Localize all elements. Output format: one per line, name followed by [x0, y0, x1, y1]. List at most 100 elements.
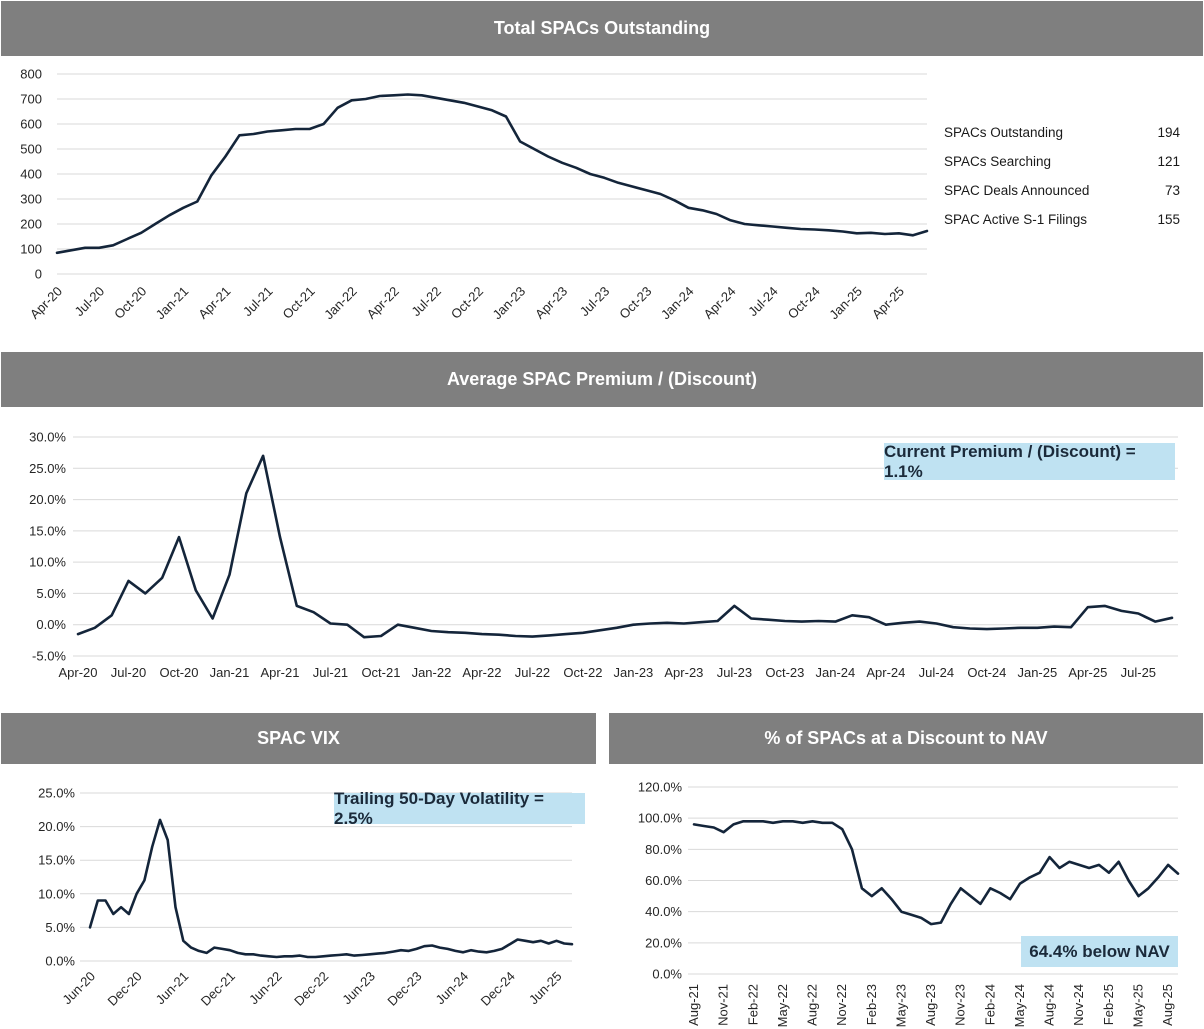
x-tick-label: Nov-24 [1071, 984, 1086, 1026]
y-tick-label: 20.0% [38, 819, 75, 834]
x-tick-label: Nov-23 [953, 984, 968, 1026]
y-tick-label: 40.0% [645, 904, 682, 919]
discount-plot: 0.0% 20.0% 40.0% 60.0% 80.0% 100.0% 120.0% Aug-… [638, 780, 1180, 1027]
x-tick-label: May-22 [775, 984, 790, 1027]
y-tick-label: 100.0% [638, 811, 683, 826]
stat-label: SPACs Searching [944, 154, 1052, 169]
y-tick-label: 25.0% [38, 786, 75, 801]
x-tick-label: Aug-22 [805, 984, 820, 1026]
premium-callout: Current Premium / (Discount) = 1.1% [884, 441, 1175, 481]
x-tick-label: Oct-21 [280, 284, 318, 322]
x-tick-label: Apr-23 [532, 284, 570, 322]
premium-title: Average SPAC Premium / (Discount) [446, 369, 758, 389]
y-tick-label: 0.0% [45, 954, 75, 969]
x-tick-label: Oct-24 [785, 284, 823, 322]
vix-title: SPAC VIX [257, 728, 340, 748]
x-tick-label: Jan-23 [614, 665, 654, 680]
x-tick-label: Jun-25 [526, 969, 565, 1008]
x-tick-label: Jan-21 [153, 284, 192, 323]
x-tick-label: Apr-25 [869, 284, 907, 322]
x-tick-label: Dec-23 [384, 969, 424, 1009]
y-tick-label: 200 [20, 217, 42, 232]
stat-row-deals: SPAC Deals Announced 73 [944, 176, 1180, 205]
x-tick-label: Jul-21 [240, 284, 276, 320]
vix-callout: Trailing 50-Day Volatility = 2.5% [334, 789, 585, 828]
y-tick-label: 0.0% [652, 967, 682, 982]
x-tick-label: Dec-21 [198, 969, 238, 1009]
discount-callout-text: 64.4% below NAV [1029, 941, 1170, 961]
x-tick-label: Oct-23 [765, 665, 804, 680]
x-tick-label: Jan-25 [1017, 665, 1057, 680]
x-tick-label: Jul-25 [1121, 665, 1156, 680]
y-tick-label: 600 [20, 117, 42, 132]
discount-callout: 64.4% below NAV [1021, 936, 1178, 967]
x-tick-label: Nov-22 [834, 984, 849, 1026]
x-tick-label: Oct-22 [563, 665, 602, 680]
outstanding-header: Total SPACs Outstanding [1, 1, 1203, 56]
x-tick-label: Aug-24 [1042, 984, 1057, 1026]
x-tick-label: Feb-24 [982, 984, 997, 1025]
stat-row-outstanding: SPACs Outstanding 194 [944, 118, 1180, 147]
x-tick-label: Feb-23 [864, 984, 879, 1025]
x-tick-label: Aug-21 [686, 984, 701, 1026]
y-tick-label: 10.0% [29, 555, 66, 570]
stat-label: SPAC Active S-1 Filings [944, 212, 1088, 227]
stat-row-searching: SPACs Searching 121 [944, 147, 1180, 176]
stat-value: 121 [1157, 154, 1180, 169]
discount-series-line [692, 819, 1180, 926]
x-tick-label: Nov-21 [716, 984, 731, 1026]
stat-value: 194 [1157, 125, 1180, 140]
stat-label: SPAC Deals Announced [944, 183, 1090, 198]
x-tick-label: Oct-20 [111, 284, 149, 322]
x-tick-label: Feb-22 [745, 984, 760, 1025]
y-tick-label: -5.0% [32, 649, 66, 664]
x-tick-label: Feb-25 [1101, 984, 1116, 1025]
x-tick-label: Oct-23 [616, 284, 654, 322]
x-tick-label: Dec-24 [478, 969, 518, 1009]
x-tick-label: Oct-22 [448, 284, 486, 322]
y-tick-label: 20.0% [645, 935, 682, 950]
x-tick-label: Jun-23 [339, 969, 378, 1008]
x-tick-label: Jul-24 [919, 665, 954, 680]
x-tick-label: Apr-24 [700, 284, 738, 322]
outstanding-title: Total SPACs Outstanding [493, 18, 711, 38]
x-tick-label: Apr-22 [462, 665, 501, 680]
x-tick-label: Jul-22 [515, 665, 550, 680]
y-tick-label: 100 [20, 242, 42, 257]
x-tick-label: May-23 [893, 984, 908, 1027]
premium-callout-text: Current Premium / (Discount) = 1.1% [884, 441, 1136, 481]
stats-table: SPACs Outstanding 194 SPACs Searching 12… [944, 118, 1180, 234]
y-tick-label: 700 [20, 92, 42, 107]
x-tick-label: Apr-25 [1068, 665, 1107, 680]
x-tick-label: Jul-20 [111, 665, 146, 680]
x-tick-label: Apr-22 [364, 284, 402, 322]
x-tick-label: Apr-20 [27, 284, 65, 322]
stat-row-s1: SPAC Active S-1 Filings 155 [944, 205, 1180, 234]
x-tick-label: Jan-24 [658, 284, 697, 323]
y-tick-label: 0.0% [36, 617, 66, 632]
vix-callout-text: Trailing 50-Day Volatility = 2.5% [334, 788, 544, 828]
y-tick-label: 0 [35, 267, 42, 282]
stat-value: 73 [1164, 183, 1180, 198]
y-tick-label: 20.0% [29, 492, 66, 507]
x-tick-label: Jul-20 [72, 284, 108, 320]
x-tick-label: Jan-24 [816, 665, 856, 680]
x-tick-label: Jul-22 [408, 284, 444, 320]
x-tick-label: Oct-24 [967, 665, 1006, 680]
x-tick-label: Apr-24 [866, 665, 905, 680]
x-tick-label: Jan-23 [489, 284, 528, 323]
x-tick-label: Jun-21 [153, 969, 192, 1008]
x-tick-label: Jun-22 [246, 969, 285, 1008]
x-tick-label: Aug-25 [1160, 984, 1175, 1026]
y-tick-label: 25.0% [29, 461, 66, 476]
x-tick-label: Jan-22 [412, 665, 452, 680]
x-tick-label: Apr-20 [58, 665, 97, 680]
y-tick-label: 30.0% [29, 430, 66, 445]
x-tick-label: Jul-24 [745, 284, 781, 320]
y-tick-label: 300 [20, 192, 42, 207]
x-tick-label: Dec-20 [105, 969, 145, 1009]
premium-series-line [76, 454, 1174, 639]
x-tick-label: Jan-25 [826, 284, 865, 323]
